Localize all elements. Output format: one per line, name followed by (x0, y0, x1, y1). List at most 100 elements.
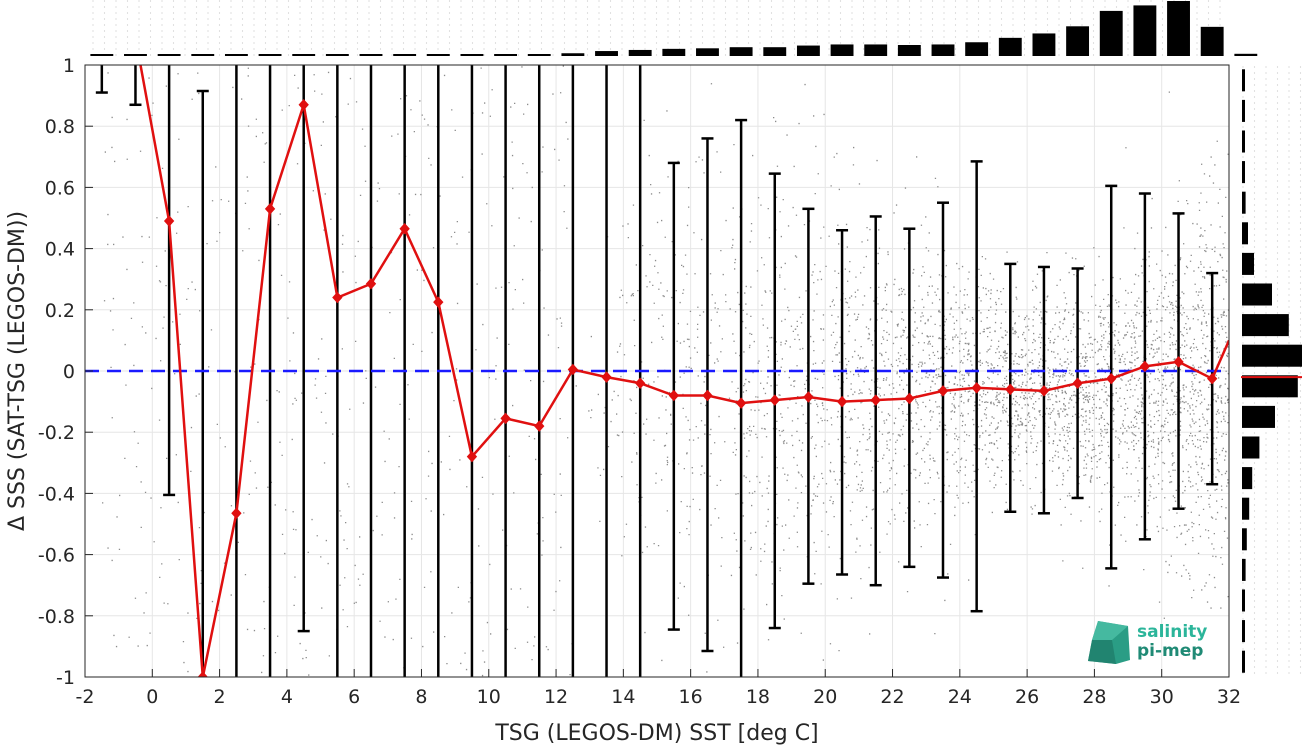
x-tick-label: 6 (348, 686, 360, 708)
y-tick-label: -0.6 (38, 545, 75, 567)
x-axis: -2 0 2 4 6 8 10 12 14 16 18 20 22 24 26 28 30 32 (76, 669, 1241, 708)
mean-marker (836, 395, 848, 408)
top-histogram-bar (998, 37, 1022, 56)
top-histogram (85, 0, 1258, 56)
top-histogram-bar (1133, 5, 1157, 56)
logo-text-line2: pi-mep (1137, 641, 1203, 661)
mean-marker (534, 420, 545, 432)
right-histogram-bar (1242, 405, 1275, 428)
y-axis-label: Δ SSS (SAT-TSG (LEGOS-DM)) (5, 211, 30, 531)
mean-marker (937, 385, 949, 397)
top-histogram-bar (830, 44, 854, 56)
top-histogram-bar (90, 54, 114, 56)
y-axis: -1 -0.8 -0.6 -0.4 -0.2 0 0.2 0.4 0.6 0.8 1 (38, 55, 93, 689)
right-histogram-bar (1242, 99, 1245, 122)
top-histogram-bar (157, 54, 181, 56)
top-histogram-bar (561, 53, 585, 56)
right-histogram-bar (1242, 283, 1272, 306)
top-histogram-bar (595, 51, 618, 56)
top-histogram-bar (1066, 26, 1090, 56)
top-histogram-bar (662, 48, 686, 56)
x-tick-label: 20 (813, 686, 837, 708)
y-tick-label: 0 (63, 361, 75, 383)
right-histogram-bar (1242, 191, 1246, 214)
mean-marker (399, 222, 410, 235)
top-histogram-bar (931, 44, 955, 56)
x-tick-label: 14 (611, 686, 635, 708)
y-tick-label: 0.8 (45, 116, 75, 138)
x-tick-label: 10 (477, 686, 501, 708)
mean-marker (735, 397, 747, 409)
top-histogram-bar (1167, 1, 1190, 56)
x-tick-label: 2 (214, 686, 226, 708)
top-histogram-bar (796, 45, 820, 56)
mean-marker (1173, 356, 1184, 368)
top-histogram-panel (85, 0, 1229, 56)
mean-marker (466, 450, 478, 463)
y-tick-label: 0.2 (45, 300, 75, 322)
top-histogram-bar (897, 45, 921, 56)
top-histogram-bar (763, 47, 787, 56)
mean-marker (1106, 372, 1117, 385)
top-histogram-bar (965, 42, 989, 56)
y-tick-label: -1 (56, 667, 75, 689)
y-tick-label: 1 (63, 55, 75, 77)
top-histogram-bar (325, 54, 349, 56)
right-histogram-panel (1241, 65, 1302, 677)
mean-marker (567, 363, 579, 376)
mean-marker (803, 391, 814, 403)
logo-text-line1: salinity (1137, 622, 1207, 642)
right-histogram-bar (1242, 344, 1302, 367)
mean-marker (769, 394, 780, 406)
right-histogram-bar (1242, 314, 1289, 337)
mean-marker (231, 507, 242, 520)
mean-marker (163, 215, 175, 227)
top-histogram-bar (1032, 33, 1056, 56)
top-histogram-bar (494, 54, 518, 56)
right-histogram (1241, 65, 1302, 677)
top-histogram-bar (191, 54, 215, 56)
x-tick-label: 32 (1217, 686, 1241, 708)
x-tick-label: 12 (544, 686, 568, 708)
right-histogram-bar (1242, 497, 1250, 520)
mean-marker (971, 382, 982, 394)
x-tick-label: 22 (880, 686, 904, 708)
top-histogram-bar (1200, 26, 1224, 56)
top-histogram-bar (224, 54, 248, 56)
y-tick-label: -0.8 (38, 606, 75, 628)
right-histogram-bar (1242, 650, 1245, 673)
right-histogram-bar (1242, 375, 1298, 398)
mean-marker (904, 392, 915, 405)
mean-marker (870, 394, 881, 406)
mean-marker (668, 389, 679, 402)
right-histogram-bar (1242, 161, 1245, 184)
x-axis-label: TSG (LEGOS-DM) SST [deg C] (494, 721, 818, 746)
top-histogram-bar (696, 48, 719, 56)
mean-marker (601, 371, 612, 383)
mean-line (139, 65, 1229, 677)
x-tick-label: 16 (679, 686, 703, 708)
y-tick-label: 0.4 (45, 239, 75, 261)
x-tick-label: 24 (948, 686, 972, 708)
top-histogram-bar (729, 47, 753, 56)
mean-marker (1005, 383, 1016, 396)
top-histogram-bar (460, 54, 484, 56)
mean-marker (332, 291, 343, 304)
right-histogram-bar (1242, 69, 1245, 92)
top-histogram-bar (628, 49, 652, 56)
right-histogram-bar (1242, 436, 1260, 459)
top-histogram-bar (426, 54, 450, 56)
top-histogram-bar (1099, 10, 1123, 56)
x-tick-label: 28 (1082, 686, 1106, 708)
mean-marker (1139, 360, 1151, 373)
top-histogram-bar (292, 54, 316, 56)
right-histogram-bar (1242, 620, 1245, 643)
mean-marker (365, 278, 377, 290)
mean-series (139, 65, 1229, 677)
mean-marker (500, 412, 511, 425)
top-histogram-bar (258, 54, 282, 56)
top-histogram-bar (1234, 53, 1258, 56)
x-tick-label: 4 (281, 686, 293, 708)
x-tick-label: 8 (415, 686, 427, 708)
